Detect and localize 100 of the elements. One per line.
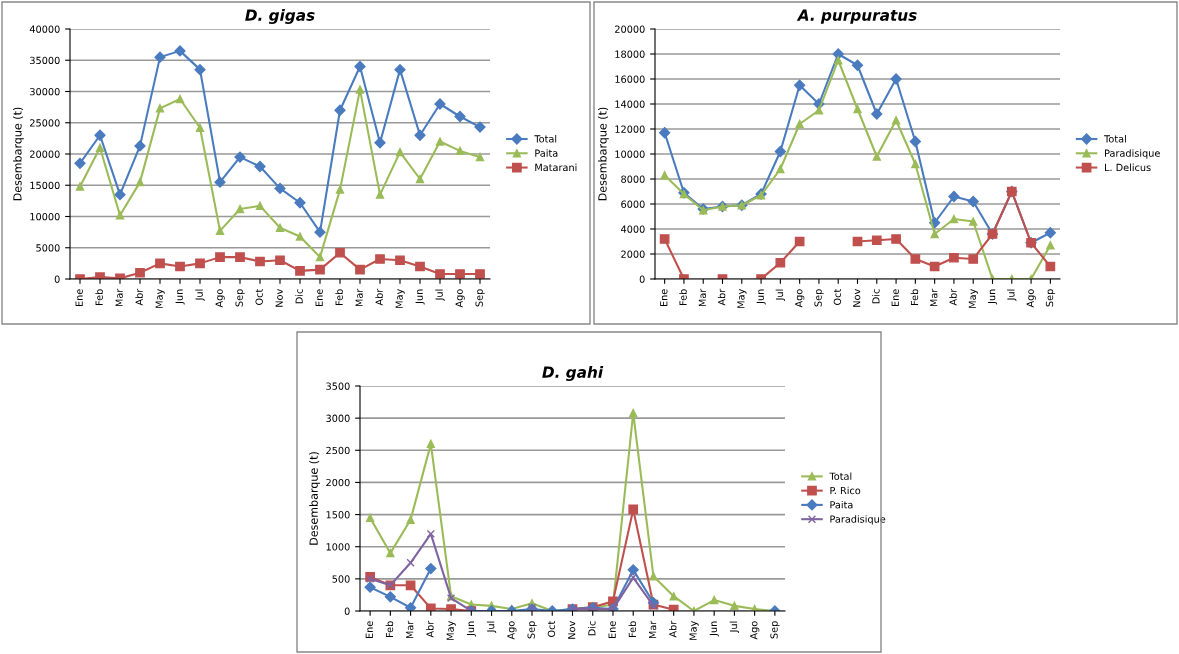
x-tick-label: Nov — [275, 289, 283, 307]
x-tick-label: Feb — [679, 289, 687, 305]
legend-label: Paita — [830, 500, 853, 509]
x-tick-label: Abr — [949, 288, 957, 306]
x-tick-label: May — [968, 289, 978, 308]
x-tick-label: Jul — [195, 289, 205, 301]
chart-title: A. purpuratus — [796, 9, 917, 24]
x-tick-label: Abr — [135, 288, 143, 306]
y-tick-label: 1500 — [326, 511, 350, 519]
x-tick-label: Jun — [175, 289, 185, 305]
x-tick-label: Ene — [660, 289, 668, 307]
x-tick-label: Feb — [385, 621, 394, 637]
x-tick-label: Abr — [426, 620, 434, 638]
y-axis-title: Desembarque (t) — [309, 452, 320, 545]
x-tick-label: Sep — [475, 289, 485, 307]
y-tick-label: 40000 — [29, 25, 60, 33]
x-tick-label: Jul — [729, 621, 740, 633]
x-tick-label: Jun — [415, 289, 425, 305]
chart-title: D. gigas — [245, 9, 315, 24]
x-tick-label: May — [737, 289, 747, 308]
legend-label: Paradisique — [1105, 149, 1160, 159]
y-tick-label: 35000 — [30, 56, 60, 65]
y-tick-label: 500 — [332, 575, 350, 583]
y-tick-label: 1000 — [326, 543, 350, 551]
x-tick-label: May — [446, 621, 456, 640]
x-tick-label: Ene — [315, 289, 323, 307]
y-tick-label: 3000 — [326, 414, 350, 422]
y-tick-label: 10000 — [615, 150, 645, 158]
y-tick-label: 3500 — [326, 382, 350, 390]
x-tick-label: Dic — [872, 289, 880, 304]
y-tick-label: 14000 — [615, 100, 645, 108]
x-tick-label: Sep — [1045, 289, 1056, 307]
x-tick-label: Ago — [1026, 289, 1036, 308]
y-tick-label: 2000 — [326, 478, 350, 487]
x-tick-label: Ago — [215, 289, 225, 308]
legend-label: Paita — [535, 149, 558, 157]
x-tick-label: Dic — [295, 289, 303, 304]
x-tick-label: Ene — [608, 621, 616, 639]
x-tick-label: Ago — [750, 621, 760, 640]
y-tick-label: 15000 — [30, 181, 60, 190]
y-tick-label: 16000 — [615, 75, 645, 83]
legend-label: Total — [1104, 135, 1126, 143]
y-tick-label: 20000 — [615, 25, 645, 33]
x-tick-label: Sep — [814, 289, 824, 307]
x-tick-label: Nov — [568, 621, 576, 639]
y-tick-label: 5000 — [36, 244, 60, 252]
y-tick-label: 25000 — [30, 119, 60, 127]
x-tick-label: Abr — [668, 620, 677, 638]
x-tick-label: Sep — [770, 621, 780, 639]
legend-label: Total — [829, 472, 852, 480]
y-tick-label: 0 — [54, 275, 60, 283]
x-tick-label: Mar — [649, 620, 657, 639]
x-tick-label: Ene — [75, 289, 83, 307]
x-tick-label: May — [689, 621, 699, 640]
x-tick-label: Oct — [255, 288, 263, 305]
x-tick-label: Jul — [486, 621, 497, 633]
legend-label: Matarani — [535, 163, 577, 172]
x-tick-label: May — [395, 289, 405, 308]
x-tick-label: Ago — [507, 621, 517, 640]
x-tick-label: Jul — [435, 289, 445, 301]
x-tick-label: Jul — [775, 289, 785, 301]
y-tick-label: 10000 — [30, 212, 60, 221]
y-tick-label: 0 — [639, 275, 645, 283]
y-tick-label: 0 — [344, 607, 350, 615]
y-tick-label: 2000 — [621, 250, 645, 258]
x-tick-label: Jun — [756, 289, 766, 305]
x-tick-label: Ago — [795, 289, 805, 308]
x-tick-label: Mar — [355, 288, 363, 307]
x-tick-label: Ene — [365, 621, 373, 639]
x-tick-label: Mar — [698, 288, 707, 307]
x-tick-label: Abr — [717, 288, 726, 306]
x-tick-label: Feb — [95, 289, 103, 305]
y-tick-label: 4000 — [621, 225, 645, 233]
x-tick-label: Ago — [455, 289, 465, 308]
y-tick-label: 20000 — [30, 150, 60, 158]
x-tick-label: Jun — [988, 289, 998, 305]
y-tick-label: 18000 — [615, 50, 645, 58]
chart-title: D. gahi — [542, 366, 604, 381]
x-tick-label: Feb — [335, 289, 343, 305]
x-tick-label: Sep — [235, 289, 245, 307]
x-tick-label: Mar — [115, 288, 123, 307]
y-tick-label: 12000 — [615, 125, 645, 133]
x-tick-label: Jun — [709, 621, 719, 637]
x-tick-label: Mar — [406, 620, 414, 639]
x-tick-label: Sep — [527, 621, 537, 639]
x-tick-label: Feb — [628, 621, 637, 637]
y-axis-title: Desembarque (t) — [13, 107, 24, 201]
x-tick-label: Jul — [1007, 289, 1017, 301]
x-tick-label: May — [155, 289, 165, 308]
legend-label: Paradisique — [830, 515, 886, 525]
x-tick-label: Abr — [375, 288, 383, 306]
legend-label: Total — [534, 135, 557, 143]
x-tick-label: Jun — [466, 621, 476, 637]
x-tick-label: Nov — [853, 289, 861, 307]
x-tick-label: Oct — [833, 288, 842, 305]
y-axis-title: Desembarque (t) — [598, 107, 609, 201]
y-tick-label: 8000 — [621, 175, 645, 183]
y-tick-label: 30000 — [30, 87, 60, 96]
x-tick-label: Dic — [588, 621, 596, 636]
legend-label: L. Delicus — [1105, 163, 1151, 172]
